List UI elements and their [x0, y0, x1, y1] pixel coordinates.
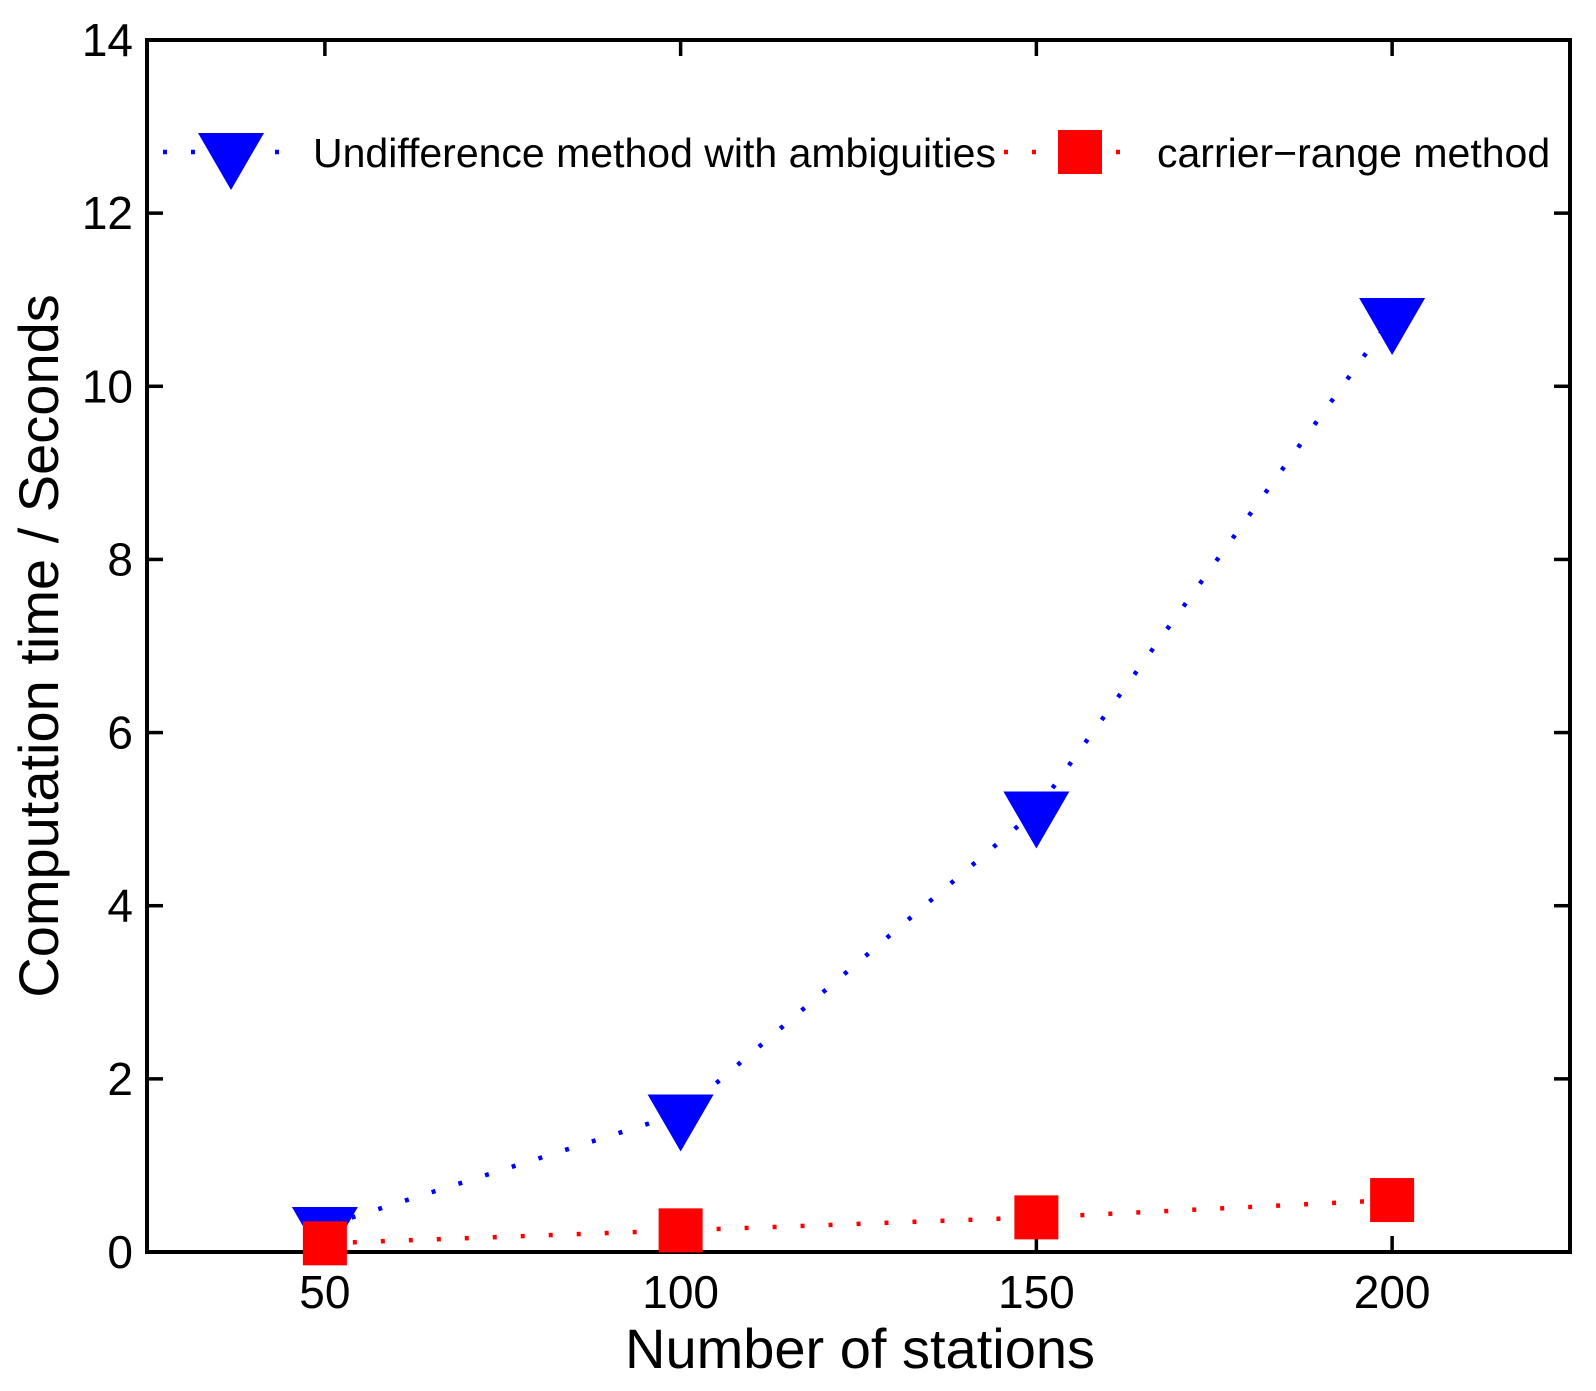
- legend: Undifference method with ambiguities carr…: [163, 130, 1550, 190]
- y-tick-label: 0: [107, 1226, 133, 1278]
- y-tick-label: 10: [82, 360, 133, 412]
- square-marker-icon: [1014, 1195, 1059, 1240]
- legend-item: Undifference method with ambiguities: [163, 130, 996, 190]
- x-tick-label: 50: [299, 1266, 350, 1318]
- square-marker-icon: [1058, 130, 1102, 174]
- legend-label: carrier−range method: [1157, 130, 1550, 176]
- triangle-down-marker-icon: [1003, 791, 1070, 849]
- triangle-down-marker-icon: [647, 1094, 714, 1152]
- triangle-down-marker-icon: [1359, 298, 1426, 356]
- y-axis-label: Computation time / Seconds: [7, 294, 70, 997]
- triangle-down-marker-icon: [198, 133, 264, 190]
- axes: 50 100 150 200 0 2 4 6 8 10 12 14: [82, 14, 1572, 1318]
- square-marker-icon: [302, 1221, 347, 1266]
- x-tick-label: 200: [1354, 1266, 1431, 1318]
- legend-item: carrier−range method: [1004, 130, 1550, 176]
- x-tick-label: 150: [998, 1266, 1075, 1318]
- x-axis-label: Number of stations: [625, 1317, 1095, 1380]
- series-layer: [291, 298, 1426, 1266]
- square-marker-icon: [1370, 1178, 1415, 1223]
- y-tick-label: 2: [107, 1053, 133, 1105]
- y-tick-label: 6: [107, 707, 133, 759]
- y-tick-label: 8: [107, 533, 133, 585]
- y-tick-label: 4: [107, 880, 133, 932]
- square-marker-icon: [658, 1208, 703, 1253]
- y-tick-label: 14: [82, 14, 133, 66]
- plot-box: [145, 38, 1572, 1254]
- series-line: [324, 315, 1394, 1229]
- x-tick-label: 100: [642, 1266, 719, 1318]
- series-line: [324, 1197, 1393, 1246]
- legend-label: Undifference method with ambiguities: [313, 130, 996, 176]
- y-tick-label: 12: [82, 187, 133, 239]
